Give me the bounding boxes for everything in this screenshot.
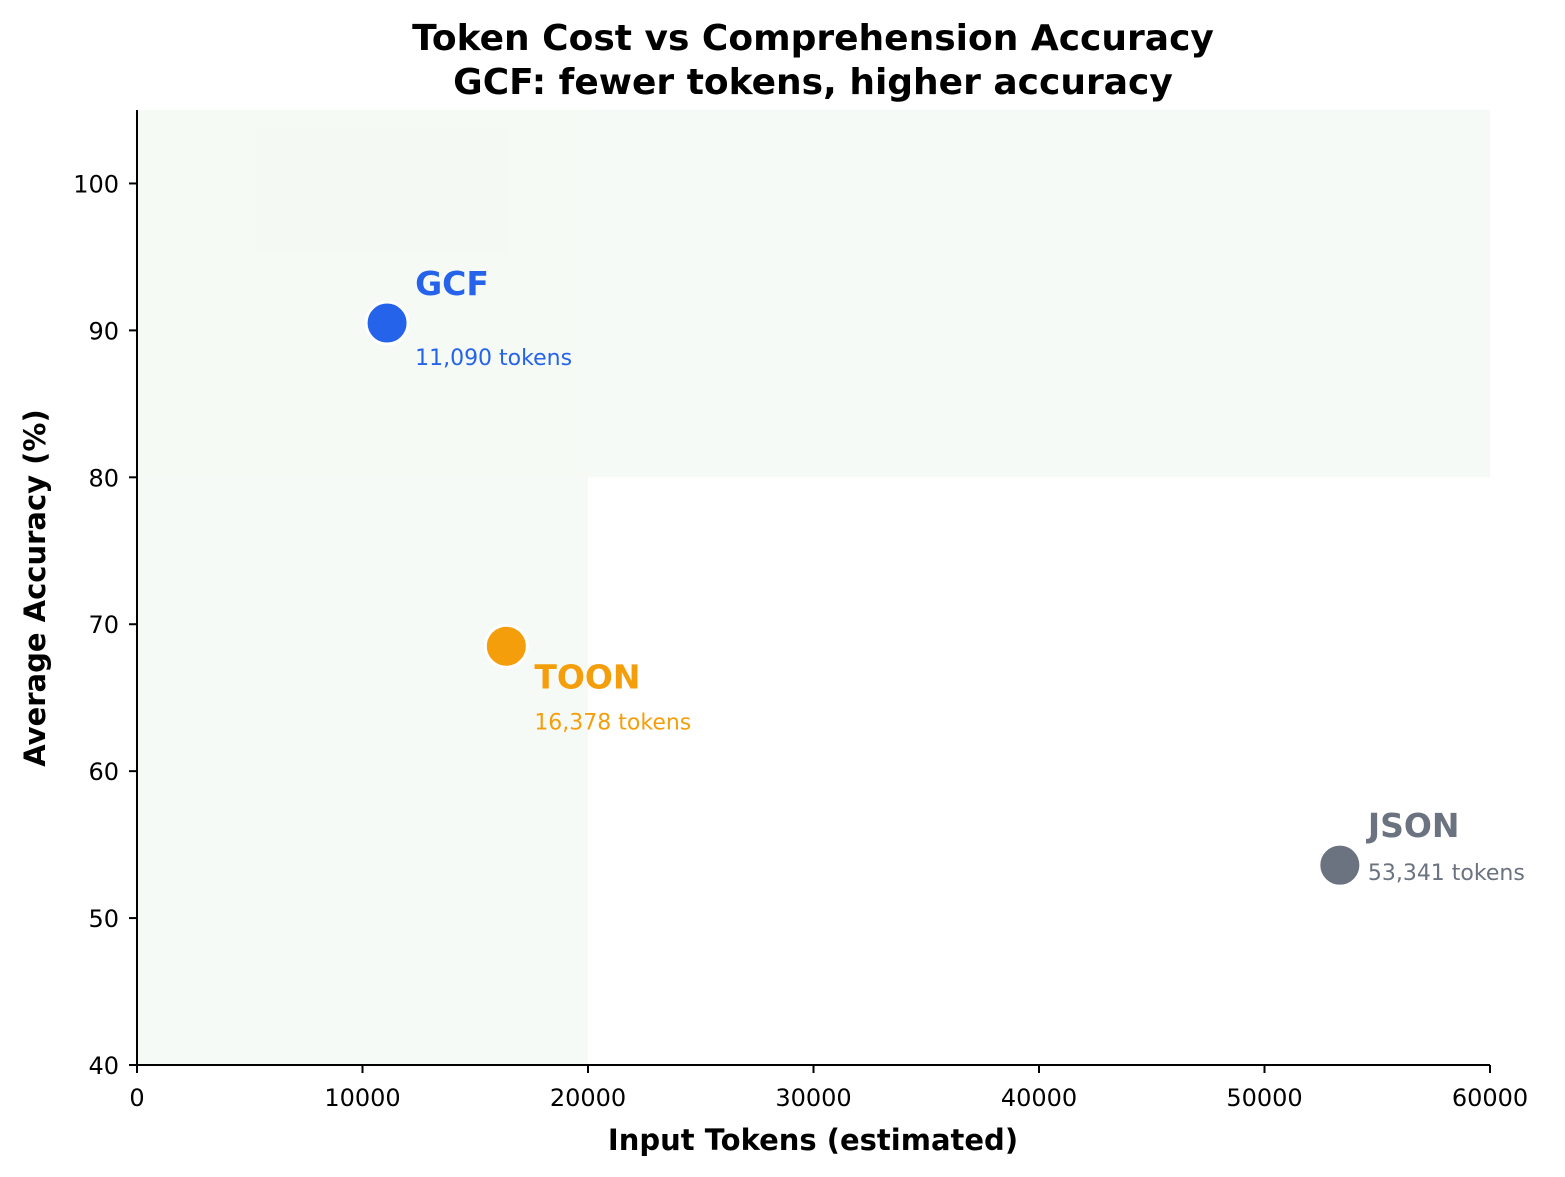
x-tick-label: 60000 bbox=[1452, 1084, 1528, 1112]
point-token-label: 11,090 tokens bbox=[415, 346, 572, 371]
point-name-label: TOON bbox=[534, 657, 640, 696]
x-axis-label: Input Tokens (estimated) bbox=[608, 1123, 1018, 1157]
x-tick-label: 0 bbox=[129, 1084, 144, 1112]
ticks: 0 10000 20000 30000 40000 50000 60000 40 50 60 70 8… bbox=[73, 170, 1528, 1112]
x-tick-label: 50000 bbox=[1226, 1084, 1302, 1112]
point-token-label: 16,378 tokens bbox=[534, 710, 691, 735]
x-tick-label: 20000 bbox=[550, 1084, 626, 1112]
x-tick-label: 10000 bbox=[324, 1084, 400, 1112]
data-points: GCF 11,090 tokens TOON 16,378 tokens JSON 53,… bbox=[364, 264, 1525, 888]
point-toon bbox=[483, 623, 529, 669]
y-tick-label: 80 bbox=[88, 464, 119, 492]
point-gcf bbox=[364, 300, 410, 346]
point-name-label: GCF bbox=[415, 264, 489, 303]
y-axis-label: Average Accuracy (%) bbox=[18, 409, 52, 766]
y-tick-label: 50 bbox=[88, 905, 119, 933]
y-tick-label: 60 bbox=[88, 758, 119, 786]
chart-title: Token Cost vs Comprehension Accuracy bbox=[412, 18, 1214, 59]
point-json bbox=[1317, 842, 1363, 888]
x-tick-label: 40000 bbox=[1001, 1084, 1077, 1112]
point-name-label: JSON bbox=[1366, 806, 1460, 845]
shaded-regions bbox=[137, 110, 1490, 1065]
y-tick-label: 40 bbox=[88, 1052, 119, 1080]
chart-subtitle: GCF: fewer tokens, higher accuracy bbox=[453, 62, 1173, 103]
point-token-label: 53,341 tokens bbox=[1368, 861, 1525, 886]
shaded-region bbox=[137, 110, 1490, 478]
y-tick-label: 90 bbox=[88, 317, 119, 345]
y-tick-label: 70 bbox=[88, 611, 119, 639]
y-tick-label: 100 bbox=[73, 170, 119, 198]
x-tick-label: 30000 bbox=[775, 1084, 851, 1112]
